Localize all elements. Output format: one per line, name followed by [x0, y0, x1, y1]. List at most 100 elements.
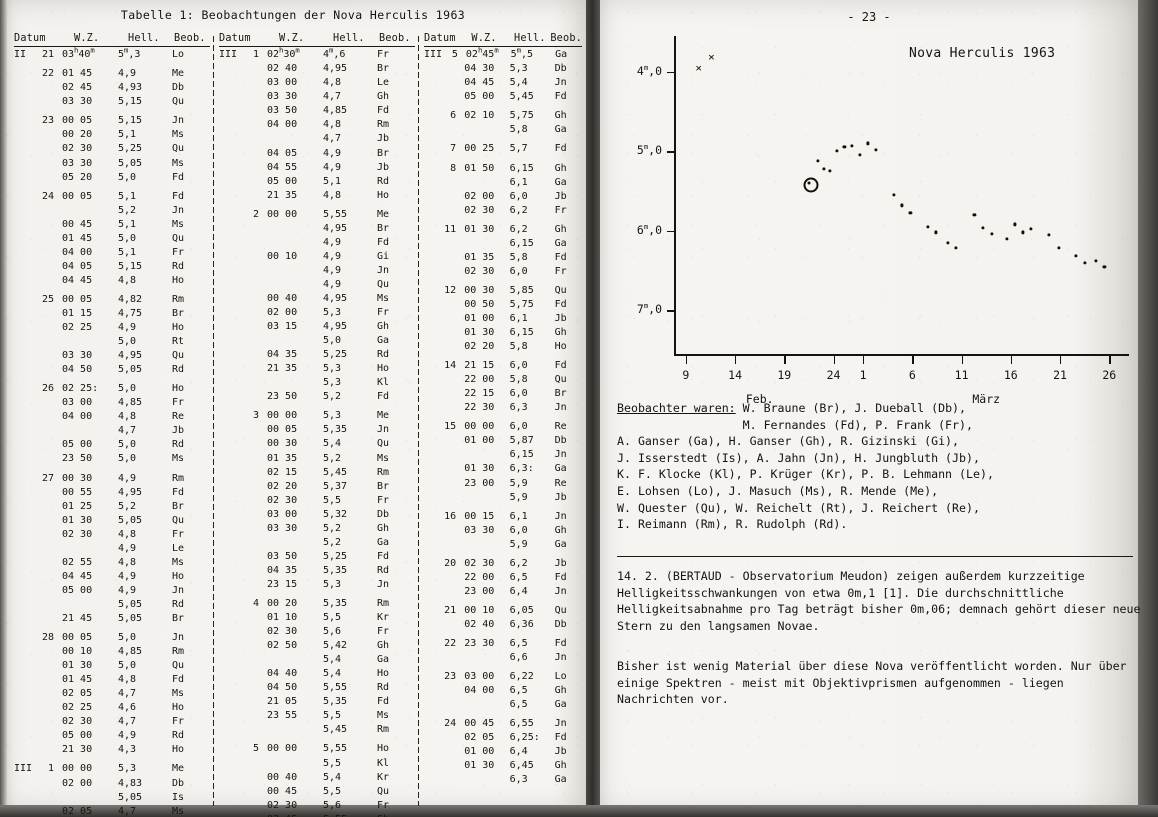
cell-observer: Fd — [172, 190, 185, 202]
cell-observer: Fr — [172, 397, 185, 409]
chart-x-tick-mark — [685, 356, 688, 364]
cell-time: 03 30 — [62, 350, 93, 362]
cell-magnitude: 4,8 — [118, 411, 137, 423]
right-page-edge — [1138, 0, 1158, 817]
cell-magnitude: 5,4 — [323, 668, 342, 680]
table-header-row: Datum W.Z. Hell. Beob. — [219, 33, 415, 48]
cell-observer: Re — [554, 421, 567, 433]
cell-magnitude: 5,55 — [323, 682, 348, 694]
table-row: 21 35 5,3 Ho — [219, 364, 415, 378]
cell-observer: Db — [377, 508, 390, 520]
table-row: 02 30 6,0 Fr — [424, 265, 582, 281]
cell-time: 02 55 — [62, 556, 93, 568]
cell-observer: Fr — [377, 307, 390, 319]
cell-magnitude: 5,5 — [323, 494, 342, 506]
table-row: 02 30 5,25 Qu — [14, 144, 210, 158]
table-row: 02 15 5,45 Rm — [219, 466, 415, 482]
table-row: 5,0 Rt — [14, 337, 210, 351]
cell-magnitude: 5,3 — [323, 578, 342, 590]
cell-observer: Rd — [172, 730, 185, 742]
cell-magnitude: 5,25 — [323, 349, 348, 361]
table-row: 23 55 5,5 Ms — [219, 711, 415, 725]
cell-time: 01 30 — [464, 760, 495, 772]
cell-time: 03 30 — [464, 524, 495, 536]
cell-observer: Db — [554, 618, 567, 630]
cell-day: 15 — [444, 421, 457, 433]
cell-time: 02 30 — [464, 204, 495, 216]
table-row: 23 50 5,0 Ms — [14, 454, 210, 468]
cell-observer: Qu — [554, 604, 567, 616]
table-header-wz: W.Z. — [279, 33, 305, 44]
cell-magnitude: 6,55 — [509, 718, 534, 730]
cell-observer: Jn — [172, 115, 185, 127]
observation-table-column-1: Datum W.Z. Hell. Beob. II 21 03h40m 5m,3 Lo 22 01 … — [14, 33, 210, 817]
cell-time: 01 30 — [464, 327, 495, 339]
cell-magnitude: 5,2 — [323, 522, 342, 534]
cell-magnitude: 6,25: — [509, 732, 540, 744]
cell-time: 02 00 — [464, 190, 495, 202]
cell-magnitude: 5,8 — [509, 124, 528, 136]
table-row: 5 00 00 5,55 Ho — [219, 744, 415, 758]
cell-time: 03 50 — [267, 550, 298, 562]
cell-magnitude: 4,7 — [118, 805, 137, 817]
cell-observer: Br — [377, 480, 390, 492]
cell-day: 27 — [41, 472, 54, 484]
table-row: 00 05 5,35 Jn — [219, 425, 415, 439]
cell-time: 03 30 — [267, 91, 298, 103]
cell-magnitude: 4,9 — [323, 161, 342, 173]
cell-time: 23 00 — [464, 477, 495, 489]
cell-observer: Rm — [377, 466, 390, 478]
chart-point — [1057, 246, 1061, 250]
cell-day: 22 — [41, 68, 54, 80]
chart-point — [1083, 260, 1087, 265]
cell-observer: Kr — [377, 771, 390, 783]
observers-label: Beobachter waren: — [617, 401, 736, 415]
cell-time: 01 30 — [62, 514, 93, 526]
cell-observer: Is — [172, 791, 185, 803]
cell-time: 21 30 — [62, 744, 93, 756]
cell-observer: Db — [554, 435, 567, 447]
chart-title: Nova Herculis 1963 — [909, 46, 1056, 61]
cell-observer: Ms — [172, 157, 185, 169]
cell-magnitude: 6,1 — [509, 313, 528, 324]
chart-point — [1005, 237, 1009, 241]
table-row: 5,8 Ga — [424, 125, 582, 139]
cell-magnitude: 6,0 — [509, 265, 528, 277]
cell-magnitude: 4,3 — [118, 744, 137, 756]
cell-observer: Db — [554, 63, 567, 75]
cell-magnitude: 6,15 — [509, 162, 534, 174]
right-page-sheet — [600, 0, 1138, 812]
cell-observer: Qu — [554, 284, 567, 296]
cell-magnitude: 5,0 — [118, 336, 137, 348]
table-row: 4,95 Br — [219, 223, 415, 238]
cell-magnitude: 6,36 — [509, 618, 534, 630]
paragraph-published-material: Bisher ist wenig Material über diese Nov… — [617, 659, 1134, 707]
cell-magnitude: 6,5 — [509, 685, 528, 697]
table-row: 21 05 5,35 Fd — [219, 697, 415, 711]
chart-point — [866, 141, 870, 145]
table-row: 01 30 5,0 Qu — [14, 661, 210, 675]
chart-point — [1102, 264, 1106, 269]
cell-observer: Fd — [377, 236, 390, 248]
cell-time: 01 25 — [62, 500, 93, 512]
chart-x-tick-mark — [1060, 356, 1062, 364]
cell-magnitude: 6,0 — [509, 360, 528, 372]
cell-time: 21 45 — [62, 612, 93, 624]
cell-time: 03 00 — [267, 77, 298, 89]
table-row: 01 15 4,75 Br — [14, 309, 210, 323]
table-row: 01 10 5,5 Kr — [219, 613, 415, 627]
table-column-divider-2 — [418, 36, 419, 806]
cell-time: 01 45 — [62, 232, 93, 244]
table-row: 03 30 4,7 Gh — [219, 92, 415, 106]
chart-point — [1047, 233, 1051, 237]
table-row: 05 00 5,0 Rd — [14, 440, 210, 454]
cell-day: 21 — [444, 604, 457, 616]
cell-observer: Ho — [377, 668, 390, 680]
table-row: 7 00 25 5,7 Fd — [424, 144, 582, 158]
cell-observer: Ga — [555, 49, 568, 61]
cell-observer: Gh — [377, 640, 390, 652]
table-row: 04 50 5,05 Rd — [14, 365, 210, 379]
table-row: 6,5 Ga — [424, 700, 582, 714]
cell-observer: Jb — [172, 425, 185, 437]
cell-observer: Fr — [172, 246, 185, 258]
